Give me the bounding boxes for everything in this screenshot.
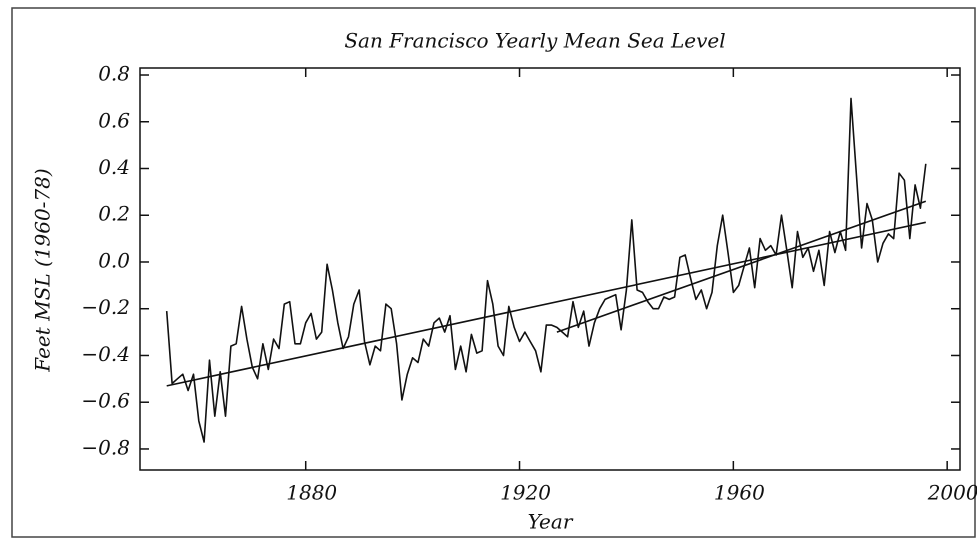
y-tick-label: 0.2 [98,202,130,226]
x-tick-label: 2000 [927,481,977,505]
trend-line [166,221,926,387]
x-axis-label: Year [528,510,574,534]
y-tick-label: 0.4 [98,155,130,179]
y-tick-label: −0.4 [81,342,130,366]
plot-area [139,67,961,471]
trend-line [556,200,927,333]
x-tick-label: 1960 [714,481,765,505]
y-tick-label: −0.2 [81,295,130,319]
y-tick-label: 0.8 [98,62,130,86]
x-tick-label: 1880 [286,481,337,505]
x-tick-label: 1920 [500,481,551,505]
y-tick-label: 0.0 [98,248,130,272]
y-tick-label: −0.8 [81,435,130,459]
y-tick-label: 0.6 [98,108,130,132]
chart-title: San Francisco Yearly Mean Sea Level [344,29,725,53]
data-line [165,97,927,443]
y-tick-label: −0.6 [81,389,130,413]
y-axis-label: Feet MSL (1960-78) [31,168,55,372]
frame [11,7,976,538]
